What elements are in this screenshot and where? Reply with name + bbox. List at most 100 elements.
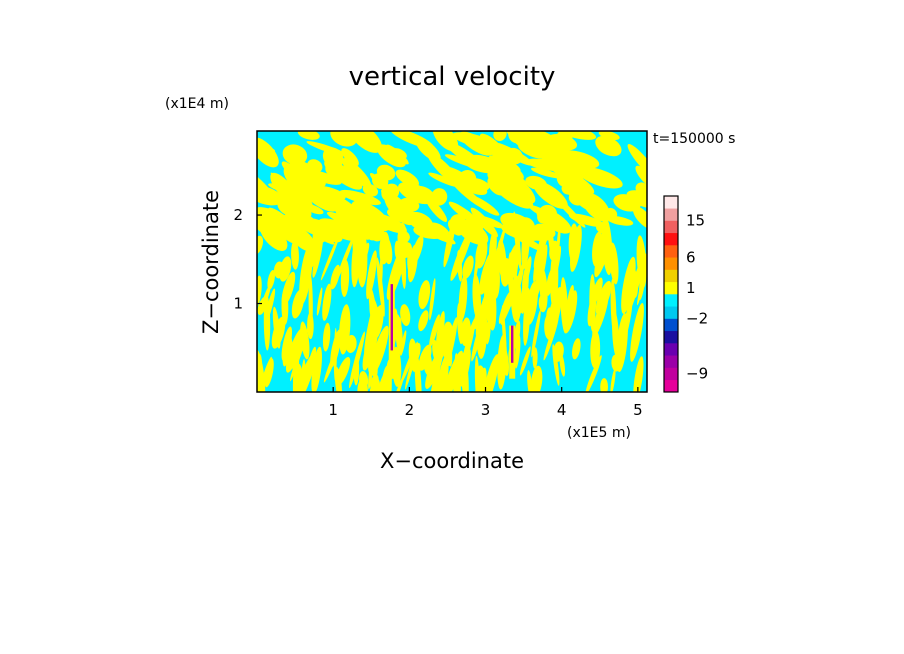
x-tick-label: 2 [405, 401, 415, 419]
plot-frame [256, 130, 648, 393]
positive-velocity-patch [463, 154, 502, 174]
positive-velocity-patch [557, 150, 600, 169]
positive-velocity-patch [303, 203, 324, 215]
positive-velocity-patch [519, 346, 531, 376]
positive-velocity-patch [369, 378, 380, 392]
positive-velocity-patch [285, 328, 304, 373]
positive-velocity-patch [623, 305, 631, 336]
colorbar-tick-label: 1 [686, 279, 696, 297]
positive-velocity-patch [538, 136, 558, 149]
y-tick-label: 1 [233, 295, 243, 313]
positive-velocity-patch [488, 229, 497, 267]
x-tick-label: 4 [557, 401, 567, 419]
positive-velocity-patch [567, 284, 574, 309]
positive-velocity-patch [418, 280, 431, 310]
positive-velocity-patch [633, 356, 644, 392]
colorbar-tick-label: −2 [686, 310, 708, 328]
colorbar-segment [664, 196, 678, 209]
positive-velocity-patch [493, 131, 507, 142]
positive-velocity-patch [335, 356, 351, 386]
positive-velocity-patch [635, 182, 647, 195]
colorbar-segment [664, 257, 678, 270]
positive-velocity-patch [613, 194, 641, 212]
positive-velocity-patch [452, 132, 495, 148]
positive-velocity-patch [295, 363, 305, 392]
positive-velocity-patch [454, 353, 459, 372]
positive-velocity-patch [394, 240, 400, 260]
positive-velocity-patch [282, 339, 291, 367]
positive-velocity-patch [316, 287, 323, 316]
positive-velocity-patch [448, 201, 482, 227]
positive-velocity-patch [257, 349, 266, 392]
colorbar-segment [664, 232, 678, 246]
positive-velocity-patch [375, 368, 391, 392]
positive-velocity-patch [560, 277, 568, 334]
positive-velocity-patch [391, 148, 407, 160]
positive-velocity-patch [429, 278, 436, 321]
positive-velocity-patch [635, 165, 647, 189]
colorbar-segment [664, 306, 678, 319]
positive-velocity-patch [326, 211, 364, 230]
colorbar-segment [664, 330, 678, 344]
positive-velocity-patch [257, 145, 275, 162]
positive-velocity-patch [600, 378, 609, 392]
positive-velocity-patch [341, 148, 359, 167]
positive-velocity-patch [530, 167, 562, 179]
x-axis: 1 2 3 4 5 [328, 387, 643, 419]
colorbar-tick-label: 6 [686, 248, 696, 266]
x-unit-label: (x1E5 m) [567, 425, 631, 441]
y-axis: 12 [233, 206, 262, 313]
positive-velocity-patch [357, 378, 368, 392]
positive-velocity-patch [474, 287, 480, 310]
positive-velocity-patch [544, 314, 553, 339]
positive-velocity-patch [449, 178, 485, 209]
positive-velocity-patch [270, 172, 297, 203]
positive-velocity-patch [595, 135, 622, 157]
positive-velocity-patch [333, 194, 368, 221]
positive-velocity-patch [382, 236, 393, 265]
positive-velocity-patch [627, 262, 639, 299]
chart-title: vertical velocity [349, 62, 556, 92]
positive-velocity-patch [479, 243, 486, 260]
colorbar-segment [664, 318, 678, 332]
positive-velocity-patch [460, 317, 471, 347]
positive-velocity-patch [456, 219, 489, 245]
positive-velocity-patch [398, 182, 433, 205]
positive-velocity-patch [632, 206, 647, 230]
positive-velocity-regions [257, 131, 647, 392]
positive-velocity-patch [428, 222, 451, 242]
y-axis-label: Z−coordinate [199, 190, 223, 334]
colorbar-segment [664, 379, 678, 393]
positive-velocity-patch [610, 278, 617, 338]
positive-velocity-patch [358, 242, 370, 269]
colorbar-segment [664, 355, 678, 368]
colorbar-segment [664, 367, 678, 381]
positive-velocity-patch [368, 286, 377, 326]
positive-velocity-patch [435, 310, 445, 351]
velocity-field [257, 131, 647, 392]
positive-velocity-patch [264, 358, 274, 388]
updraft-core [511, 325, 514, 363]
colorbar-segment [664, 343, 678, 356]
colorbar-tick-label: 15 [686, 212, 705, 230]
positive-velocity-patch [554, 168, 595, 195]
positive-velocity-patch [418, 310, 429, 332]
positive-velocity-patch [325, 160, 341, 176]
positive-velocity-patch [285, 179, 308, 194]
positive-velocity-patch [429, 314, 440, 348]
positive-velocity-patch [514, 335, 521, 369]
positive-velocity-patch [592, 292, 609, 338]
y-unit-label: (x1E4 m) [165, 96, 229, 112]
positive-velocity-patch [458, 274, 468, 322]
colorbar-segment [664, 208, 678, 221]
positive-velocity-patch [313, 228, 328, 244]
positive-velocity-patch [476, 215, 505, 229]
positive-velocity-patch [590, 330, 601, 369]
colorbar-tick-label: −9 [686, 365, 708, 383]
positive-velocity-patch [289, 159, 326, 188]
positive-velocity-patch [259, 220, 288, 251]
positive-velocity-patch [461, 352, 469, 392]
positive-velocity-patch [482, 354, 500, 392]
positive-velocity-patch [366, 250, 377, 300]
positive-velocity-patch [393, 317, 402, 335]
